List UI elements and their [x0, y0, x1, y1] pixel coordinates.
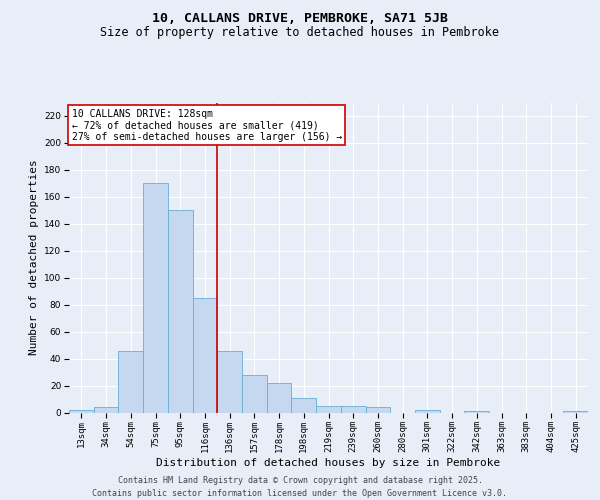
Bar — [292, 398, 316, 412]
Bar — [341, 406, 365, 412]
Bar — [193, 298, 217, 412]
Text: 10 CALLANS DRIVE: 128sqm
← 72% of detached houses are smaller (419)
27% of semi-: 10 CALLANS DRIVE: 128sqm ← 72% of detach… — [71, 108, 342, 142]
Bar — [365, 407, 390, 412]
Text: Size of property relative to detached houses in Pembroke: Size of property relative to detached ho… — [101, 26, 499, 39]
Bar — [267, 383, 292, 412]
Bar — [168, 210, 193, 412]
Bar — [563, 411, 588, 412]
Y-axis label: Number of detached properties: Number of detached properties — [29, 160, 38, 356]
Text: Contains HM Land Registry data © Crown copyright and database right 2025.
Contai: Contains HM Land Registry data © Crown c… — [92, 476, 508, 498]
Bar — [464, 411, 489, 412]
Bar — [316, 406, 341, 412]
Bar — [415, 410, 440, 412]
Bar — [118, 350, 143, 412]
Text: 10, CALLANS DRIVE, PEMBROKE, SA71 5JB: 10, CALLANS DRIVE, PEMBROKE, SA71 5JB — [152, 12, 448, 26]
Bar — [143, 184, 168, 412]
Bar — [242, 375, 267, 412]
X-axis label: Distribution of detached houses by size in Pembroke: Distribution of detached houses by size … — [157, 458, 500, 468]
Bar — [94, 407, 118, 412]
Bar — [217, 350, 242, 412]
Bar — [69, 410, 94, 412]
